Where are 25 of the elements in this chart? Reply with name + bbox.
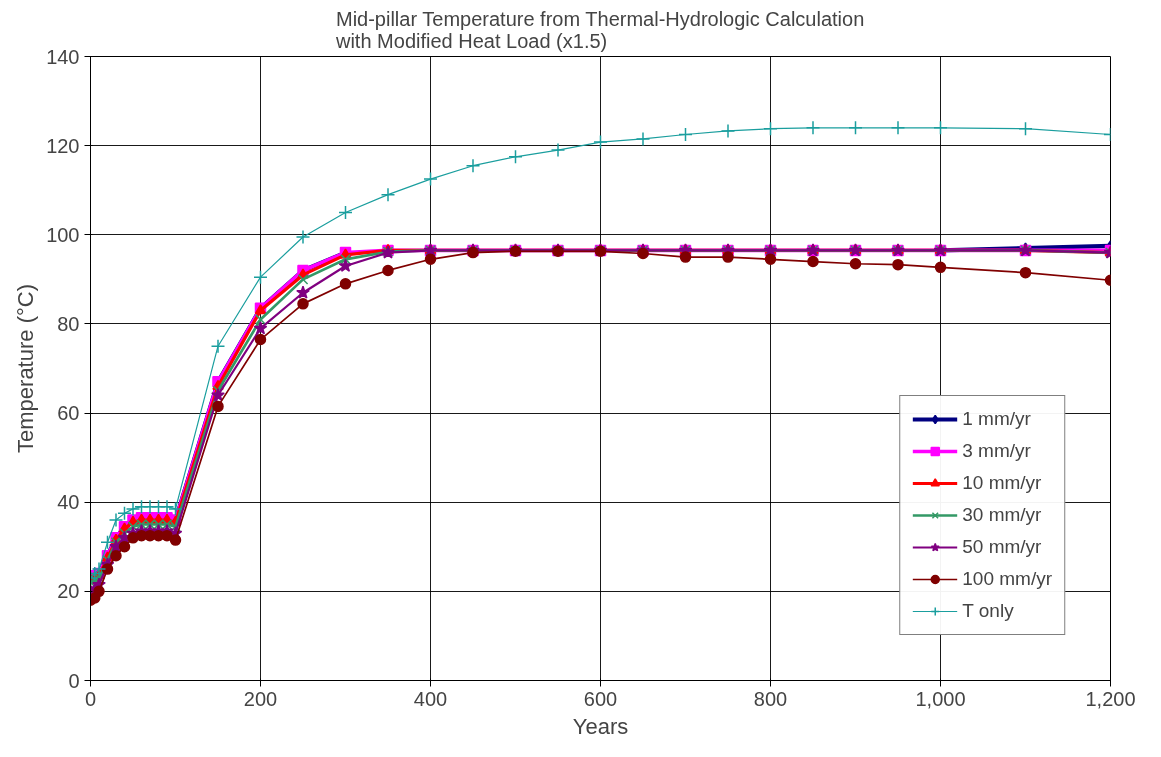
y-tick-label: 100	[46, 223, 80, 246]
y-tick-label: 80	[57, 312, 80, 335]
x-tick-label: 200	[243, 687, 278, 710]
legend-label: 50 mm/yr	[962, 536, 1042, 558]
legend-label: 30 mm/yr	[962, 504, 1042, 526]
legend-label: 10 mm/yr	[962, 472, 1042, 494]
chart-title: Mid-pillar Temperature from Thermal-Hydrologic Calculation with Modified Heat Load (x1.5)	[334, 7, 865, 52]
x-tick-label: 800	[753, 687, 788, 710]
legend-label: 1 mm/yr	[962, 408, 1031, 430]
legend-label: T only	[962, 600, 1014, 622]
y-tick-label: 20	[57, 580, 80, 603]
x-tick-label: 400	[413, 687, 448, 710]
x-axis-title: Years	[572, 713, 629, 739]
x-tick-label: 1,200	[1085, 687, 1136, 710]
y-tick-label: 40	[57, 491, 80, 514]
x-tick-label: 1,000	[915, 687, 966, 710]
y-tick-label: 0	[68, 669, 80, 692]
y-tick-label: 120	[46, 134, 80, 157]
x-tick-label: 600	[583, 687, 618, 710]
y-tick-label: 60	[57, 402, 80, 425]
legend-label: 100 mm/yr	[962, 568, 1052, 590]
legend-label: 3 mm/yr	[962, 440, 1031, 462]
y-tick-label: 140	[46, 45, 80, 68]
y-axis-title: Temperature (°C)	[13, 284, 39, 453]
x-tick-label: 0	[84, 687, 97, 710]
